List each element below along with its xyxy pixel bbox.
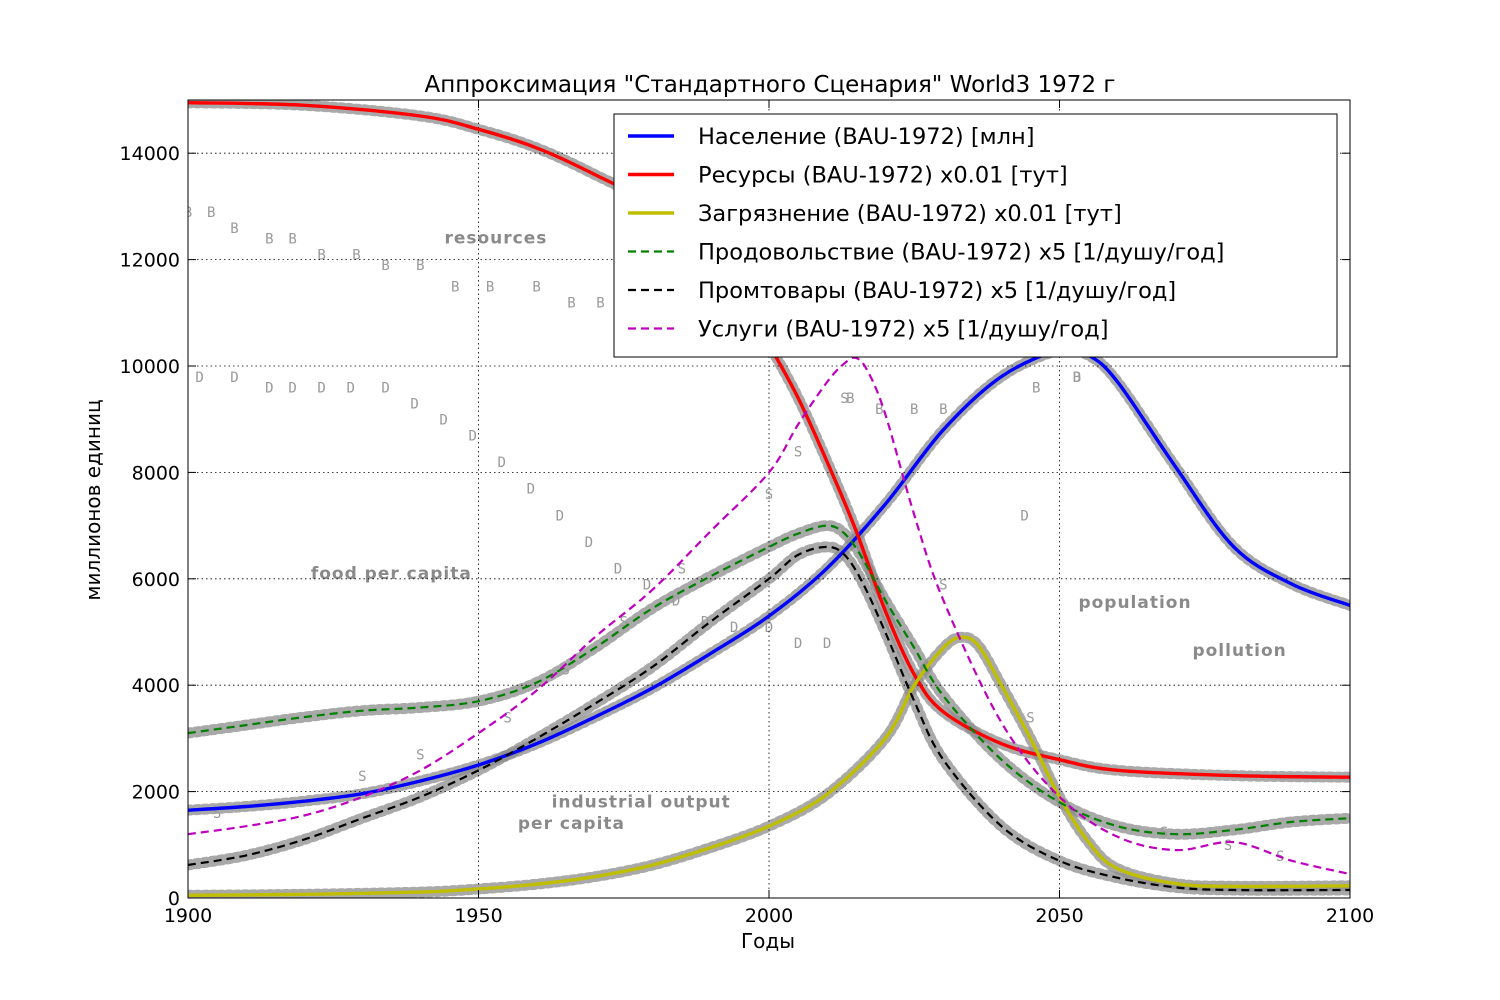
background-marker: D — [794, 636, 802, 652]
background-marker: S — [358, 769, 366, 785]
legend-label-2: Загрязнение (BAU-1972) x0.01 [тут] — [698, 201, 1122, 227]
legend-box — [613, 113, 1338, 358]
x-tick-label: 2100 — [1326, 905, 1374, 927]
background-marker: B — [230, 221, 238, 237]
background-marker: D — [317, 381, 325, 397]
legend: Население (BAU-1972) [млн] Ресурсы (BAU-1… — [613, 113, 1338, 358]
background-marker: B — [875, 402, 883, 418]
background-marker: B — [596, 295, 604, 311]
background-marker: D — [730, 620, 738, 636]
background-annotation: pollution — [1192, 641, 1286, 661]
background-annotation: food per capita — [311, 564, 472, 584]
background-marker: D — [1020, 508, 1028, 524]
background-annotation: per capita — [518, 814, 625, 834]
background-marker: D — [823, 636, 831, 652]
background-marker: B — [416, 258, 424, 274]
background-marker: D — [439, 413, 447, 429]
x-tick-label: 1950 — [454, 905, 502, 927]
tick-layer: 1900 1950 2000 2050 2100 0 2000 4000 6000 8000 100… — [120, 100, 1374, 927]
legend-label-4: Промтовары (BAU-1972) x5 [1/душу/год] — [698, 278, 1176, 304]
series-line-5 — [188, 356, 1350, 876]
series-line-0 — [188, 346, 1350, 812]
background-marker: D — [265, 381, 273, 397]
legend-label-1: Ресурсы (BAU-1972) x0.01 [тут] — [698, 163, 1068, 189]
background-marker: B — [1032, 381, 1040, 397]
background-marker: B — [846, 391, 854, 407]
background-marker: B — [486, 280, 494, 296]
series-line-2 — [188, 635, 1350, 897]
background-marker: D — [381, 381, 389, 397]
y-tick-label: 2000 — [132, 782, 180, 804]
background-marker: B — [184, 205, 192, 221]
background-marker: B — [1073, 370, 1081, 386]
background-marker: B — [451, 280, 459, 296]
background-marker: S — [561, 663, 569, 679]
y-tick-label: 10000 — [120, 356, 180, 378]
background-marker: D — [614, 561, 622, 577]
background-marker: S — [416, 748, 424, 764]
background-marker: S — [620, 615, 628, 631]
y-tick-label: 8000 — [132, 462, 180, 484]
background-marker: S — [794, 444, 802, 460]
legend-label-5: Услуги (BAU-1972) x5 [1/душу/год] — [698, 317, 1109, 343]
series-line-3 — [188, 524, 1350, 836]
y-tick-label: 0 — [168, 888, 180, 910]
background-marker: B — [939, 402, 947, 418]
background-marker: D — [556, 508, 564, 524]
background-marker: D — [468, 428, 476, 444]
x-tick-label: 2000 — [745, 905, 793, 927]
background-annotation: industrial output — [552, 793, 731, 813]
background-marker: D — [1073, 370, 1081, 386]
background-marker: D — [643, 577, 651, 593]
background-marker: S — [765, 487, 773, 503]
background-marker: B — [288, 232, 296, 248]
background-marker: B — [317, 248, 325, 264]
background-marker: S — [840, 391, 848, 407]
background-marker: D — [346, 381, 354, 397]
chart-title: Аппроксимация "Стандартного Сценария" Wo… — [425, 72, 1116, 98]
background-marker: S — [939, 577, 947, 593]
background-marker: B — [352, 248, 360, 264]
background-marker: D — [288, 381, 296, 397]
background-marker: B — [207, 205, 215, 221]
background-annotation: population — [1078, 593, 1191, 613]
background-marker: D — [672, 593, 680, 609]
x-tick-label: 1900 — [164, 905, 212, 927]
y-tick-label: 14000 — [120, 143, 180, 165]
y-tick-label: 4000 — [132, 675, 180, 697]
series-line-4 — [188, 545, 1350, 892]
legend-label-0: Население (BAU-1972) [млн] — [698, 124, 1034, 150]
y-tick-label: 6000 — [132, 569, 180, 591]
background-marker: B — [910, 402, 918, 418]
background-marker: B — [567, 295, 575, 311]
legend-label-3: Продовольствие (BAU-1972) x5 [1/душу/год… — [698, 240, 1224, 266]
background-marker: D — [701, 615, 709, 631]
background-marker: B — [265, 232, 273, 248]
background-marker: D — [230, 370, 238, 386]
series-line-1 — [188, 101, 1350, 779]
x-axis-title: Годы — [741, 929, 795, 953]
y-axis-title: миллионов единиц — [81, 399, 105, 600]
x-tick-label: 2050 — [1035, 905, 1083, 927]
background-marker: D — [410, 397, 418, 413]
background-marker: D — [585, 535, 593, 551]
background-marker: D — [498, 455, 506, 471]
background-marker: S — [678, 561, 686, 577]
background-marker: S — [213, 806, 221, 822]
background-marker: D — [195, 370, 203, 386]
background-marker: S — [1026, 710, 1034, 726]
series-layer — [188, 101, 1350, 897]
y-tick-label: 12000 — [120, 250, 180, 272]
background-marker: S — [503, 710, 511, 726]
background-marker: B — [381, 258, 389, 274]
background-annotation: resources — [444, 229, 547, 249]
background-marker: D — [527, 482, 535, 498]
background-marker: B — [532, 280, 540, 296]
background-marker: S — [1224, 838, 1232, 854]
